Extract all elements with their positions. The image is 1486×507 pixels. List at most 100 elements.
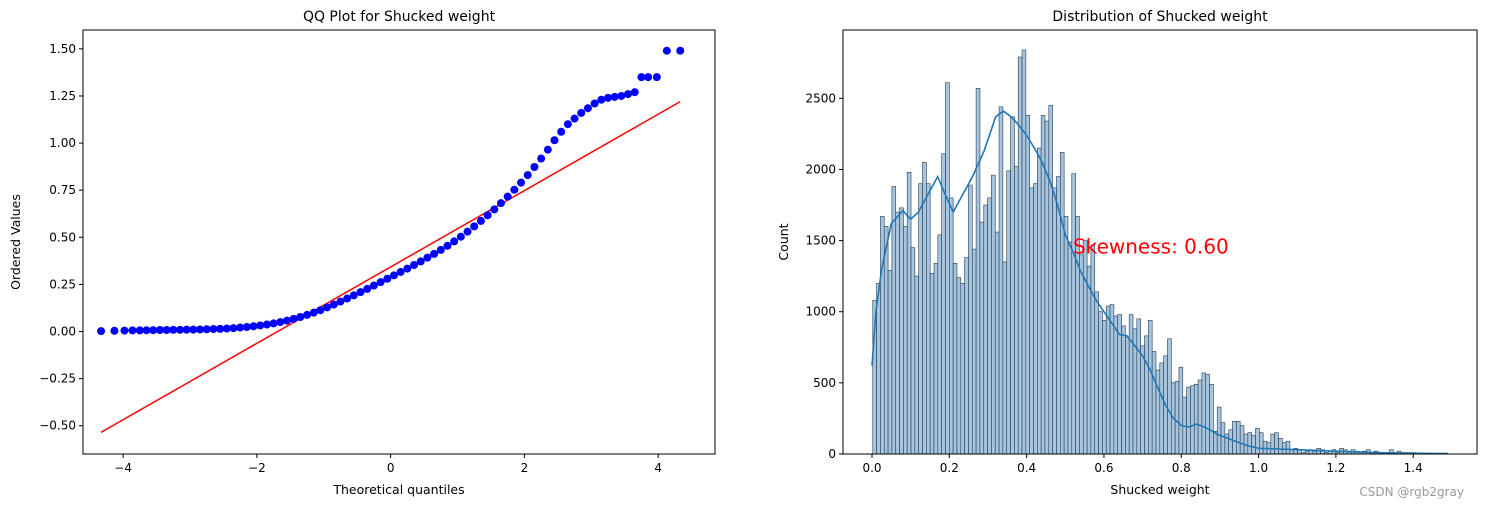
- histogram-bar: [1201, 372, 1207, 455]
- histogram-bar: [1289, 449, 1295, 455]
- qq-point: [169, 325, 178, 334]
- qq-point: [537, 154, 546, 163]
- qq-y-axis-label: Ordered Values: [8, 194, 23, 290]
- qq-x-tick-label: 0: [387, 461, 395, 475]
- qq-point: [430, 249, 439, 258]
- histogram-bar: [933, 263, 939, 455]
- histogram-bar: [1140, 345, 1145, 455]
- histogram-bar: [1048, 105, 1053, 455]
- histogram-bar: [1086, 265, 1092, 455]
- qq-point: [262, 320, 271, 329]
- histogram-bar: [941, 153, 946, 455]
- histogram-bar: [876, 282, 881, 455]
- histogram-bar: [983, 204, 988, 455]
- qq-point: [242, 322, 251, 331]
- qq-point: [443, 241, 452, 250]
- histogram-y-tick-label: 2500: [805, 91, 836, 105]
- qq-point: [617, 91, 626, 100]
- qq-point: [652, 73, 661, 82]
- qq-point: [289, 314, 298, 323]
- qq-y-tick-label: −0.25: [39, 372, 76, 386]
- qq-point: [490, 205, 499, 214]
- histogram-bar: [1017, 56, 1023, 455]
- qq-point: [149, 326, 158, 335]
- qq-point: [676, 46, 685, 55]
- histogram-bar: [979, 221, 985, 455]
- histogram-bar: [880, 216, 885, 455]
- histogram-bar: [1278, 438, 1283, 455]
- qq-point: [590, 99, 599, 108]
- histogram-x-tick-label: 1.2: [1326, 461, 1345, 475]
- histogram-bar: [1259, 432, 1264, 455]
- histogram-x-tick-label: 1.4: [1404, 461, 1423, 475]
- qq-point: [162, 326, 171, 335]
- histogram-bar: [895, 211, 900, 455]
- histogram-x-tick-label: 0.4: [1017, 461, 1036, 475]
- histogram-bar: [1079, 254, 1084, 455]
- histogram-bar: [1010, 116, 1015, 455]
- qq-point: [256, 321, 265, 330]
- qq-point: [343, 294, 352, 303]
- histogram-bar: [1128, 314, 1134, 455]
- histogram-bar: [903, 226, 908, 455]
- histogram-bar: [1220, 422, 1226, 455]
- qq-point: [336, 297, 345, 306]
- histogram-frame: [842, 29, 1478, 455]
- qq-point: [329, 300, 338, 309]
- qq-point: [209, 325, 218, 334]
- histogram-bar: [1174, 381, 1180, 455]
- histogram-bar: [1014, 166, 1019, 455]
- qq-point: [369, 281, 378, 290]
- histogram-bar: [1082, 240, 1088, 455]
- histogram-bar: [1021, 49, 1027, 455]
- histogram-x-tick-label: 0.6: [1094, 461, 1113, 475]
- qq-point: [483, 211, 492, 220]
- histogram-bar: [1178, 366, 1184, 455]
- histogram-bar: [1059, 152, 1065, 455]
- histogram-bar: [910, 247, 916, 455]
- qq-point: [175, 325, 184, 334]
- histogram-bar: [964, 257, 969, 455]
- histogram-bar: [975, 88, 981, 455]
- histogram-bar: [1167, 338, 1172, 455]
- qq-point: [557, 127, 566, 136]
- qq-x-tick-label: −2: [248, 461, 266, 475]
- qq-point: [376, 278, 385, 287]
- histogram-bar: [891, 186, 897, 455]
- histogram-bar: [1056, 176, 1061, 455]
- qq-y-tick-label: 0.50: [49, 230, 76, 244]
- histogram-y-tick-label: 500: [813, 376, 836, 390]
- qq-point: [470, 222, 479, 231]
- qq-point: [356, 288, 365, 297]
- qq-point: [249, 322, 258, 331]
- qq-point: [229, 324, 238, 333]
- qq-point: [436, 245, 445, 254]
- qq-point: [189, 325, 198, 334]
- qq-point: [523, 171, 532, 180]
- qq-y-tick-label: 0.25: [49, 277, 76, 291]
- histogram-bar: [918, 183, 923, 455]
- kde-curve: [871, 110, 1449, 455]
- qq-fit-line: [100, 100, 681, 433]
- histogram-bar: [1255, 428, 1260, 455]
- histogram-bar: [1125, 337, 1130, 455]
- histogram-bar: [1033, 183, 1038, 455]
- histogram-bar: [1102, 319, 1107, 455]
- qq-point: [543, 145, 552, 154]
- qq-point: [303, 310, 312, 319]
- histogram-y-tick-label: 1500: [805, 234, 836, 248]
- histogram-bar: [1029, 187, 1034, 455]
- qq-plot-title: QQ Plot for Shucked weight: [303, 9, 496, 25]
- histogram-bar: [1071, 173, 1076, 455]
- skewness-annotation: Skewness: 0.60: [1073, 234, 1229, 258]
- histogram-bar: [1136, 318, 1141, 455]
- qq-point: [396, 267, 405, 276]
- histogram-x-axis-label: Shucked weight: [1110, 482, 1209, 497]
- qq-point: [296, 313, 305, 322]
- histogram-bar: [1159, 362, 1164, 455]
- qq-y-tick-label: −0.50: [39, 419, 76, 433]
- histogram-bar: [922, 162, 927, 455]
- histogram-y-axis: 0 500 1000 1500 2000 2500: [805, 91, 843, 461]
- qq-point: [630, 88, 639, 97]
